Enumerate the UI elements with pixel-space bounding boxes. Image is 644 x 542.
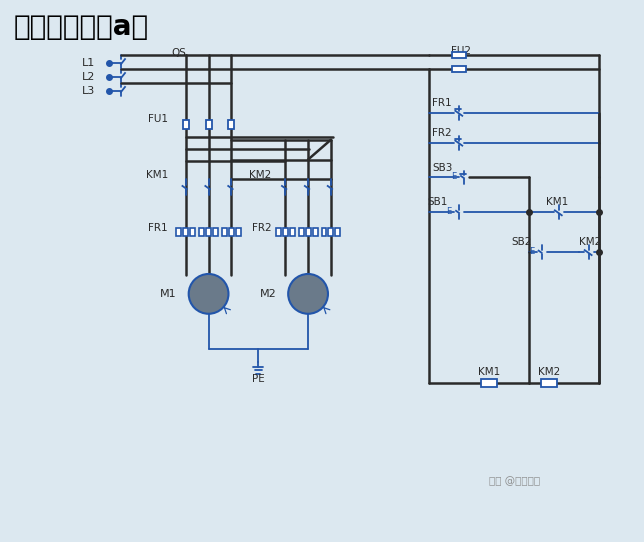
Bar [328,228,334,236]
Text: QS: QS [171,48,186,58]
Text: KM1: KM1 [146,171,168,180]
Bar [183,120,189,129]
Bar [183,228,188,236]
Text: 3~: 3~ [303,294,314,304]
Bar [336,228,341,236]
Bar [213,228,218,236]
Text: M: M [303,285,313,295]
Bar [206,228,211,236]
Bar [321,228,327,236]
Bar [541,379,557,388]
Text: L1: L1 [82,58,95,68]
Text: FR1: FR1 [148,223,168,233]
Bar [199,228,204,236]
Text: E: E [529,247,534,256]
Bar [205,120,212,129]
Text: FU1: FU1 [147,114,168,124]
Text: SB2: SB2 [511,237,532,247]
Text: FR2: FR2 [252,223,271,233]
Bar [236,228,241,236]
Circle shape [189,274,229,314]
Text: KM1: KM1 [478,367,500,377]
Bar [312,228,317,236]
Text: M2: M2 [260,289,276,299]
Text: SB1: SB1 [427,197,448,208]
Bar [283,228,288,236]
Bar [452,52,466,58]
Text: L2: L2 [82,72,95,82]
Text: E: E [446,207,451,216]
Bar [481,379,497,388]
Text: E: E [451,172,457,182]
Text: PE: PE [252,375,265,384]
Bar [176,228,181,236]
Text: M1: M1 [160,289,176,299]
Text: KM1: KM1 [545,197,568,208]
Bar [276,228,281,236]
Bar [190,228,195,236]
Text: FR1: FR1 [431,98,451,108]
Bar [229,228,234,236]
Bar [299,228,303,236]
Bar [222,228,227,236]
Text: KM2: KM2 [249,171,271,180]
Text: FU2: FU2 [451,46,471,56]
Bar [290,228,295,236]
Text: 3~: 3~ [203,294,214,304]
Text: KM2: KM2 [580,237,601,247]
Bar [306,228,310,236]
Bar [452,66,466,72]
Text: FR2: FR2 [431,128,451,138]
Text: L3: L3 [82,86,95,96]
Bar [229,120,234,129]
Text: SB3: SB3 [432,163,452,172]
Text: M: M [204,285,213,295]
Text: KM2: KM2 [538,367,560,377]
Text: 顺序控制图（a）: 顺序控制图（a） [14,14,149,41]
Text: 知乎 @大江同学: 知乎 @大江同学 [489,476,540,486]
Circle shape [288,274,328,314]
